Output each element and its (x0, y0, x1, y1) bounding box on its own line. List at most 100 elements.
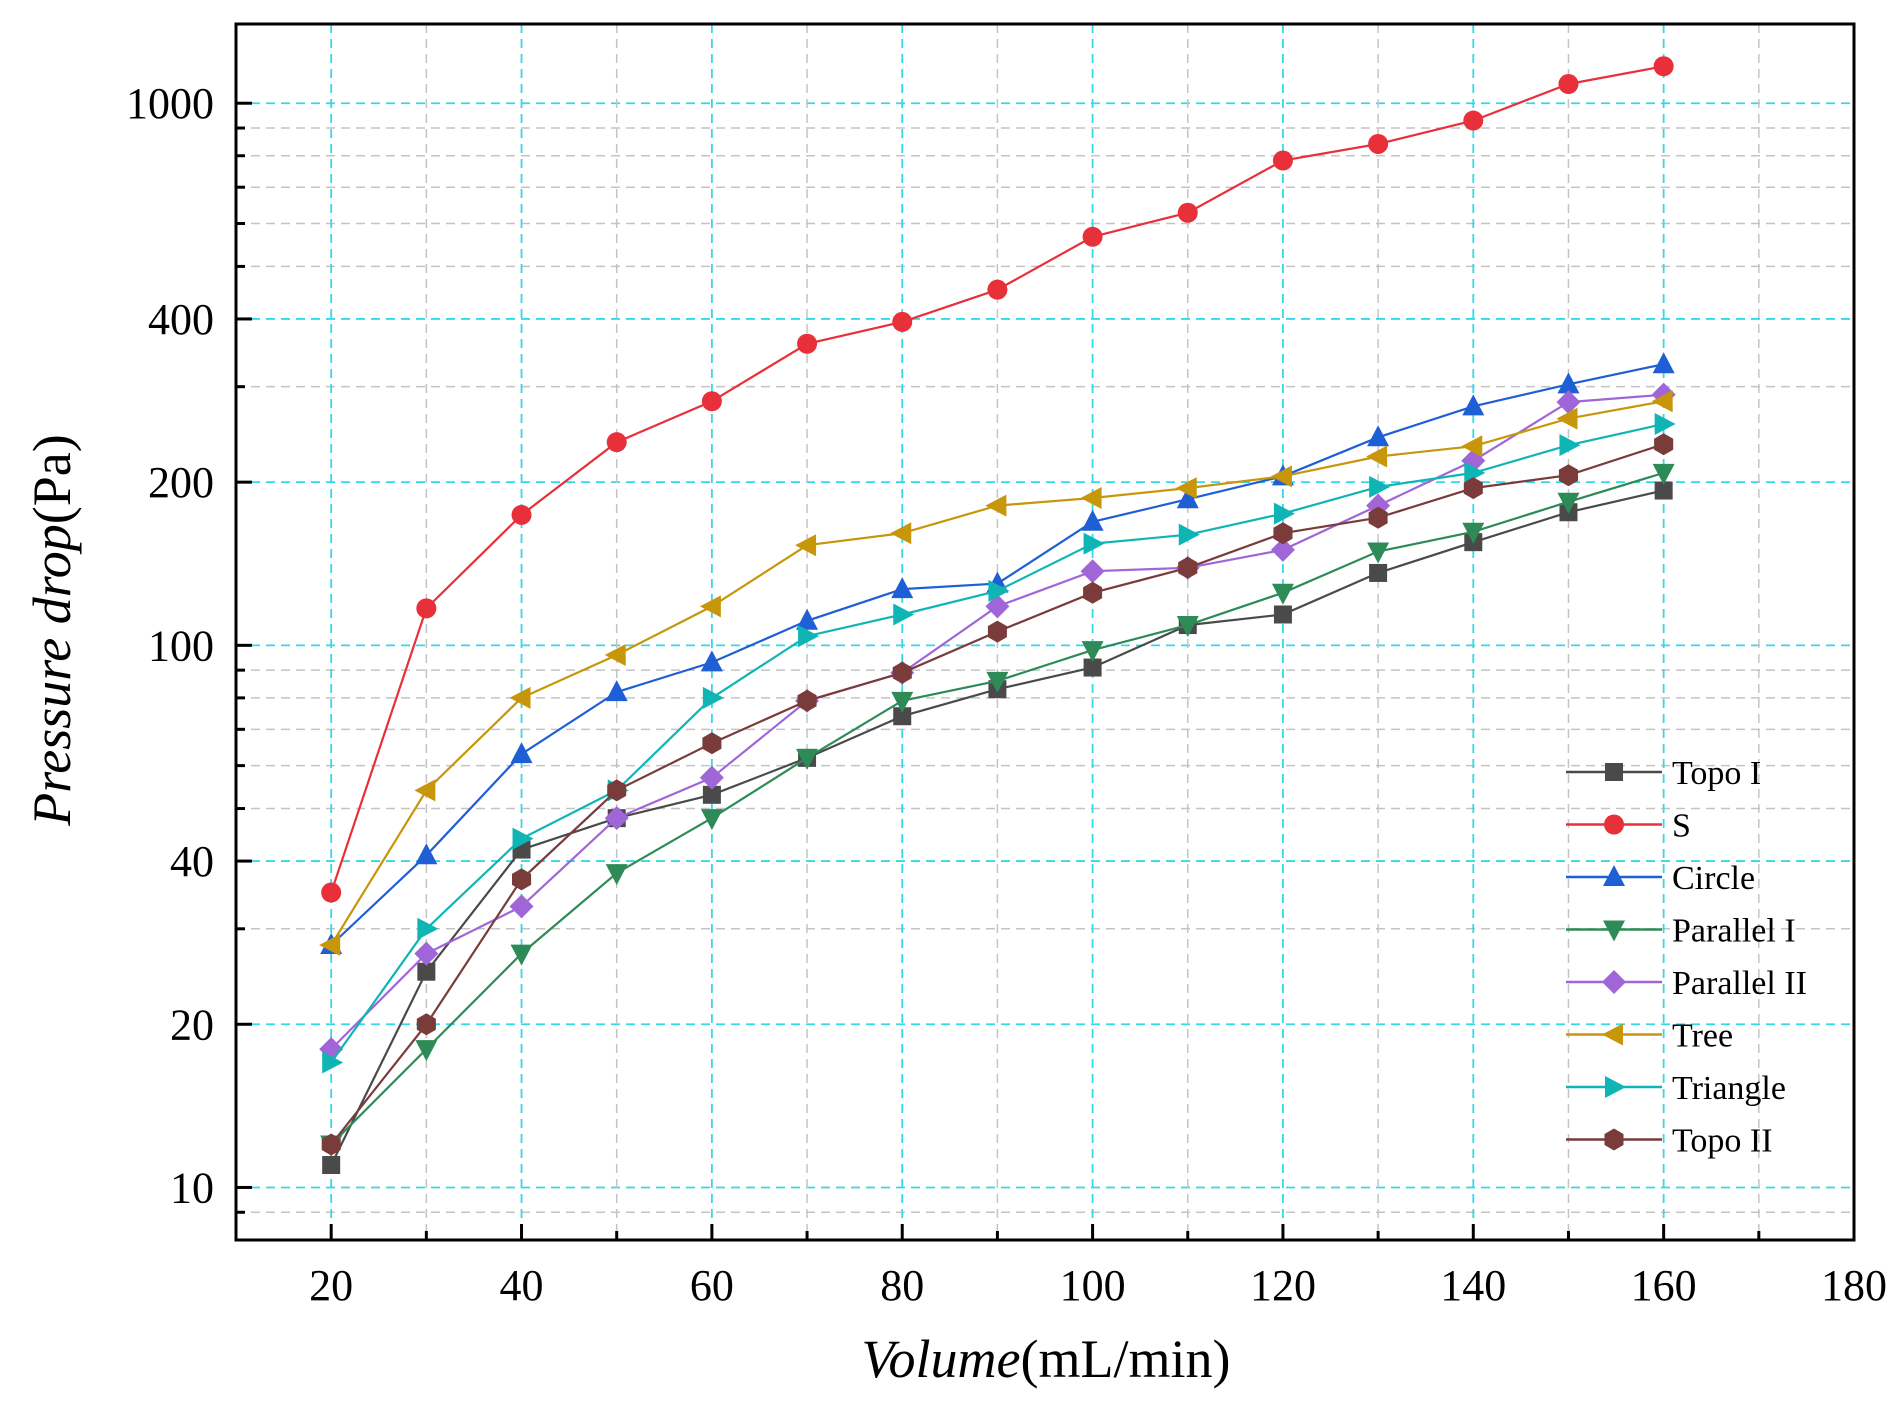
data-point (1271, 583, 1294, 605)
data-point (321, 882, 342, 903)
data-point (1558, 74, 1579, 95)
x-tick-label: 80 (880, 1261, 924, 1310)
data-point (1270, 465, 1292, 488)
data-point (415, 843, 438, 865)
legend-label: Topo II (1672, 1123, 1773, 1160)
data-point (988, 579, 1010, 602)
data-point (1081, 641, 1104, 663)
data-point (605, 680, 628, 702)
data-point (1653, 56, 1674, 77)
data-point (1273, 502, 1295, 525)
data-point (416, 1013, 436, 1036)
data-point (605, 864, 628, 886)
data-point (417, 962, 436, 981)
data-point (1270, 537, 1295, 562)
data-point (1654, 433, 1674, 456)
data-point (1178, 556, 1198, 579)
data-point (1652, 352, 1675, 374)
data-point (607, 779, 627, 802)
data-point (702, 785, 721, 804)
data-point (1462, 394, 1485, 416)
x-tick-label: 40 (500, 1261, 544, 1310)
legend-label: Circle (1672, 860, 1755, 897)
series-tree (319, 390, 1673, 957)
data-point (319, 934, 341, 957)
legend-entry: Tree (1566, 1018, 1733, 1055)
plot-frame (234, 22, 1856, 1242)
data-point (985, 494, 1007, 517)
data-point (1556, 390, 1581, 415)
data-point (414, 941, 439, 966)
legend-marker (1603, 920, 1625, 942)
data-point (701, 391, 722, 412)
data-point (986, 671, 1009, 693)
data-point (1083, 658, 1102, 677)
data-point (1464, 461, 1486, 484)
legend-marker (1602, 970, 1626, 994)
legend-label: Tree (1672, 1018, 1733, 1055)
data-point (892, 661, 912, 684)
y-tick-label: 20 (170, 1000, 214, 1049)
data-point (796, 608, 819, 630)
series-lines (319, 56, 1676, 1175)
legend-marker (1605, 763, 1623, 781)
data-point (606, 432, 627, 453)
legend-entry: S (1566, 808, 1691, 845)
data-point (510, 742, 533, 764)
data-point (414, 779, 436, 802)
y-axis-title: Pressure drop(Pa) (22, 434, 82, 826)
legend-entry: Triangle (1566, 1070, 1786, 1107)
grid (236, 24, 1854, 1241)
legend-entry: Topo I (1566, 755, 1761, 792)
data-point (1462, 522, 1485, 544)
data-point (1273, 605, 1292, 624)
data-point (1651, 390, 1673, 413)
axes: 20 40 60 80 100 120 140 160 180 10 20 40 100 200 400 10… (126, 22, 1887, 1310)
data-point (512, 827, 534, 850)
data-point (604, 643, 626, 666)
data-point (1463, 110, 1484, 131)
x-tick-label: 100 (1060, 1261, 1126, 1310)
series-topo-ii (321, 433, 1674, 1156)
data-point (890, 522, 912, 545)
data-point (1654, 413, 1676, 436)
x-tick-label: 140 (1440, 1261, 1506, 1310)
data-point (891, 691, 914, 713)
data-point (1082, 226, 1103, 247)
data-point (1368, 506, 1388, 529)
y-axis-title-italic: drop (22, 524, 82, 624)
data-point (699, 595, 721, 618)
data-point (417, 917, 439, 940)
data-point (796, 748, 819, 770)
data-point (1178, 523, 1200, 546)
data-point (321, 1133, 341, 1156)
x-axis-title-unit: (mL/min) (1021, 1329, 1231, 1389)
data-point (1558, 464, 1578, 487)
y-tick-label: 10 (170, 1163, 214, 1212)
data-point (1463, 477, 1483, 500)
data-point (1175, 477, 1197, 500)
data-point (1369, 475, 1391, 498)
data-point (987, 620, 1007, 643)
data-point (1080, 486, 1102, 509)
data-point (1556, 407, 1578, 430)
x-axis-title: Volume(mL/min) (862, 1329, 1231, 1389)
y-tick-label: 1000 (126, 79, 214, 128)
y-tick-label: 100 (148, 621, 214, 670)
data-point (1176, 616, 1199, 638)
series-s (321, 56, 1674, 903)
data-point (415, 1040, 438, 1062)
data-point (1366, 445, 1388, 468)
x-tick-label: 60 (690, 1261, 734, 1310)
data-point (798, 625, 820, 648)
legend-label: Topo I (1672, 755, 1761, 792)
legend-marker (1604, 1128, 1624, 1151)
data-point (893, 707, 912, 726)
data-point (1080, 559, 1105, 584)
legend-entry: Parallel I (1566, 913, 1796, 950)
data-point (985, 594, 1010, 619)
data-point (1272, 150, 1293, 171)
data-point (893, 603, 915, 626)
y-tick-label: 40 (170, 837, 214, 886)
